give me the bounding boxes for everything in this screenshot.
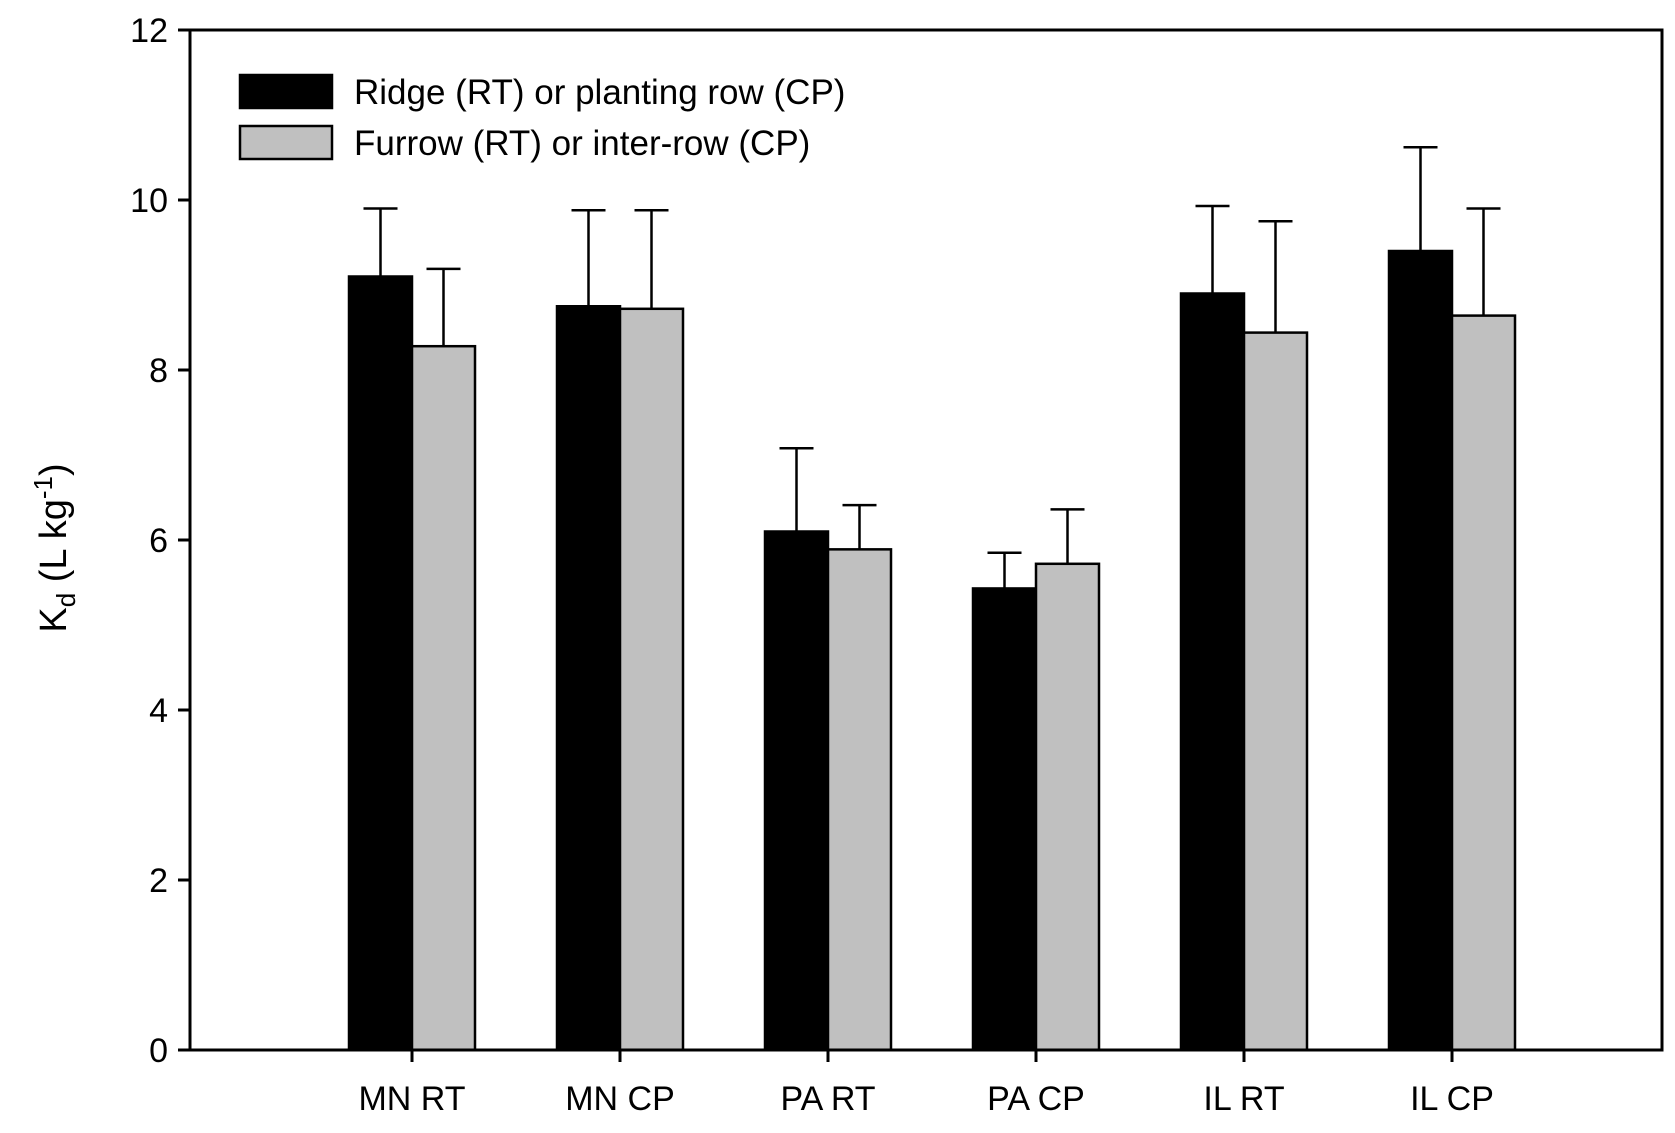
- y-axis-title: Kd (L kg-1): [28, 463, 81, 632]
- y-axis-title-superscript: -1: [28, 476, 58, 499]
- x-tick-label: PA CP: [987, 1080, 1085, 1118]
- bar: [826, 548, 893, 1052]
- bar: [410, 344, 477, 1052]
- legend-label: Furrow (RT) or inter-row (CP): [354, 124, 810, 163]
- x-tick-label: MN RT: [358, 1080, 465, 1118]
- legend-swatch: [238, 124, 334, 161]
- bar: [763, 530, 830, 1052]
- y-tick-label: 0: [149, 1032, 168, 1070]
- legend: Ridge (RT) or planting row (CP) Furrow (R…: [238, 73, 845, 163]
- bar: [555, 305, 622, 1052]
- bar: [1387, 249, 1454, 1052]
- y-axis-title-main: K: [33, 607, 75, 632]
- y-axis-title-subscript: d: [51, 593, 81, 607]
- x-tick-label: PA RT: [780, 1080, 875, 1118]
- y-axis-title-unit-suffix: ): [33, 463, 75, 476]
- x-tick-label: IL CP: [1410, 1080, 1494, 1118]
- y-tick-label: 8: [149, 352, 168, 390]
- x-tick-label: MN CP: [565, 1080, 675, 1118]
- x-tick-label: IL RT: [1203, 1080, 1284, 1118]
- y-tick-label: 12: [130, 12, 168, 50]
- bar: [1450, 314, 1517, 1052]
- bar: [347, 275, 414, 1052]
- bar: [1034, 562, 1101, 1052]
- y-tick-label: 10: [130, 182, 168, 220]
- y-tick-label: 6: [149, 522, 168, 560]
- bar: [1179, 292, 1246, 1052]
- bars-layer: [347, 146, 1517, 1052]
- legend-label: Ridge (RT) or planting row (CP): [354, 73, 845, 112]
- y-tick-label: 4: [149, 692, 168, 730]
- legend-swatch: [238, 73, 334, 110]
- y-tick-label: 2: [149, 862, 168, 900]
- axes-layer: 0 2 4 6 8 10 12 MN RT MN CP PA RT PA CP IL RT IL CP: [130, 12, 1664, 1118]
- bar: [1242, 331, 1309, 1052]
- y-axis-title-unit-prefix: (L kg: [33, 499, 75, 593]
- bar: [618, 307, 685, 1052]
- bar: [971, 587, 1038, 1052]
